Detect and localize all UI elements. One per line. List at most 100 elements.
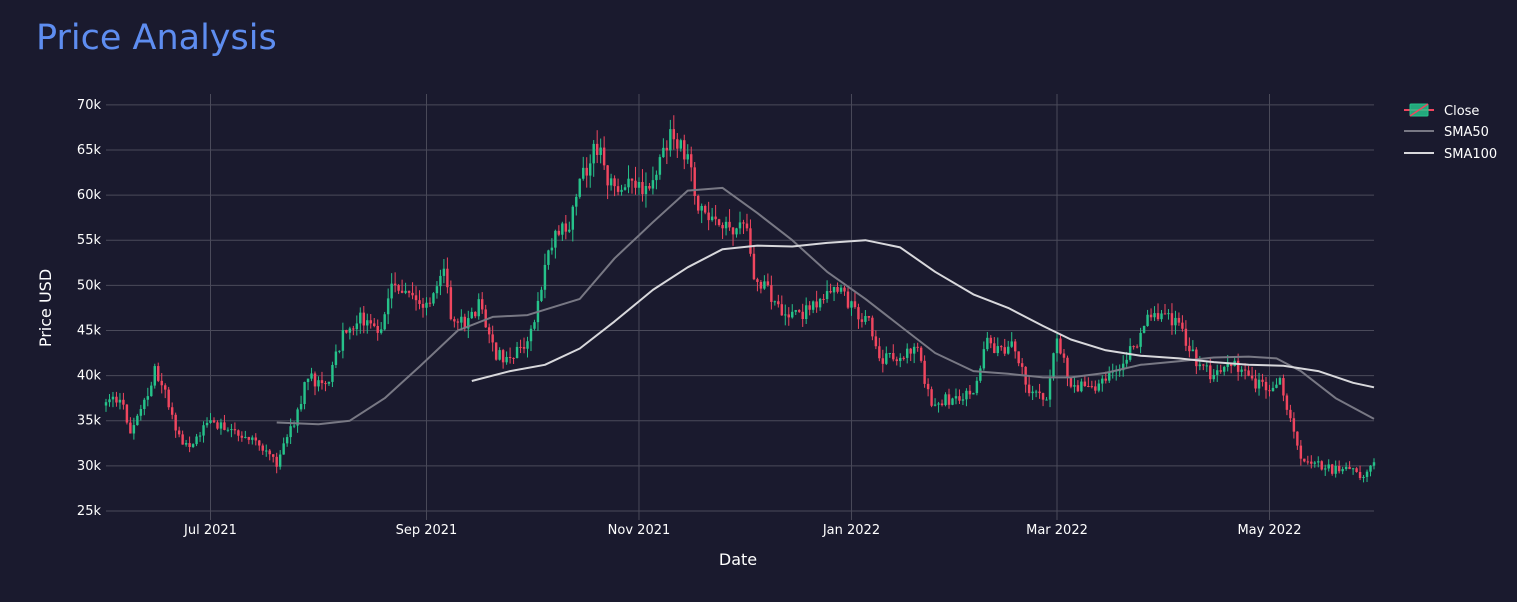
candle[interactable] [1163,304,1167,315]
candle[interactable] [338,350,341,354]
candle[interactable] [146,387,150,407]
candle[interactable] [850,300,853,316]
candle[interactable] [832,286,836,302]
candle[interactable] [341,322,345,359]
candle[interactable] [1330,463,1334,476]
candle[interactable] [247,436,251,445]
candle[interactable] [564,214,568,240]
candle[interactable] [871,315,874,341]
candle[interactable] [1062,349,1066,363]
candle[interactable] [310,367,313,382]
candle[interactable] [703,204,707,215]
candle[interactable] [1059,334,1062,355]
candle[interactable] [136,413,139,426]
candle[interactable] [188,436,191,453]
candle[interactable] [874,330,878,350]
candle[interactable] [233,422,237,435]
candle[interactable] [846,287,850,310]
candle[interactable] [1125,351,1128,369]
candle[interactable] [864,310,867,325]
candle[interactable] [1351,467,1355,475]
candle[interactable] [393,272,397,293]
candle[interactable] [150,381,153,397]
candle[interactable] [526,336,529,358]
candle[interactable] [630,178,634,194]
candle[interactable] [376,319,379,341]
candle[interactable] [951,397,954,406]
candle[interactable] [721,222,724,239]
candle[interactable] [930,386,933,408]
candle[interactable] [366,313,369,334]
candle[interactable] [547,249,550,270]
candle[interactable] [334,344,338,369]
candle[interactable] [881,349,885,373]
candle[interactable] [425,297,428,316]
candle[interactable] [693,162,696,205]
candle[interactable] [1324,464,1327,476]
candle[interactable] [477,293,480,320]
candle[interactable] [1222,365,1226,376]
candle[interactable] [442,259,446,284]
candle[interactable] [728,209,731,231]
candle[interactable] [954,388,958,405]
candle[interactable] [439,269,442,296]
candle[interactable] [1188,337,1191,358]
candle[interactable] [209,413,212,424]
candle[interactable] [1142,325,1146,334]
candle[interactable] [418,290,421,310]
candle[interactable] [1365,469,1369,483]
candle[interactable] [362,306,365,334]
candle[interactable] [829,283,832,294]
candle[interactable] [1372,458,1376,470]
candle[interactable] [191,443,195,449]
candle[interactable] [1128,338,1132,362]
candle[interactable] [230,423,233,438]
candle[interactable] [170,402,174,420]
candle[interactable] [801,303,804,327]
candle[interactable] [1020,358,1024,375]
candle[interactable] [1048,369,1052,408]
candle[interactable] [345,329,348,334]
candle[interactable] [972,392,975,395]
candle[interactable] [299,395,303,412]
candle[interactable] [1041,392,1045,407]
candle[interactable] [1348,461,1351,470]
candlestick-series[interactable] [104,115,1376,483]
candle[interactable] [320,371,324,390]
candle[interactable] [1013,338,1017,359]
candle[interactable] [888,352,892,358]
candle[interactable] [1233,356,1236,367]
candle[interactable] [696,194,700,214]
candle[interactable] [421,297,425,318]
candle[interactable] [1160,309,1163,322]
candle[interactable] [595,130,599,164]
candle[interactable] [139,404,143,421]
candle[interactable] [996,337,999,357]
candle[interactable] [822,293,825,304]
candle[interactable] [327,381,331,386]
candle[interactable] [184,439,188,447]
candle[interactable] [1202,363,1205,371]
candle[interactable] [627,165,630,194]
candle[interactable] [195,433,198,447]
candle[interactable] [1055,333,1059,362]
candle[interactable] [1257,372,1261,396]
candle[interactable] [348,326,352,340]
candle[interactable] [512,357,515,364]
legend-item-sma100[interactable]: SMA100 [1404,147,1497,162]
candle[interactable] [714,205,717,226]
candle[interactable] [651,166,655,195]
candle[interactable] [491,325,494,352]
candle[interactable] [1285,393,1289,416]
candle[interactable] [125,403,129,425]
candle[interactable] [1341,466,1344,475]
candle[interactable] [1045,397,1048,401]
candle[interactable] [265,444,268,457]
candle[interactable] [132,417,136,440]
candle[interactable] [1292,412,1296,439]
candle[interactable] [944,392,947,407]
candle[interactable] [1240,366,1243,377]
sma100-line[interactable] [471,239,1375,389]
candle[interactable] [731,227,735,246]
candle[interactable] [923,355,926,388]
